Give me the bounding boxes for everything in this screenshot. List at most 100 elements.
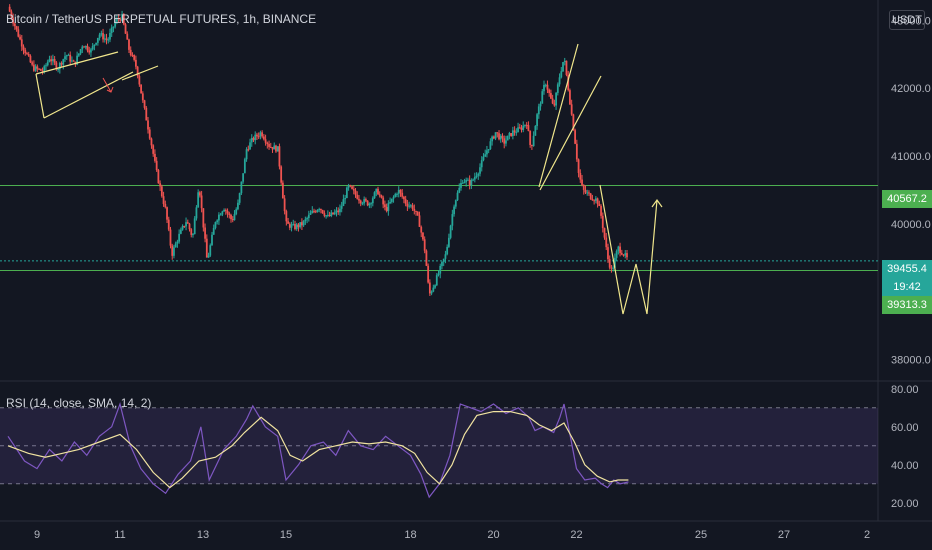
candle-up (522, 125, 525, 130)
candle-down (256, 134, 258, 137)
candle-up (612, 267, 615, 269)
candle-down (186, 222, 189, 224)
double-bottom-projection (599, 184, 658, 315)
candle-up (335, 210, 338, 213)
candle-up (77, 53, 80, 56)
candle-up (539, 103, 542, 107)
candle-down (591, 199, 594, 201)
candle-down (550, 93, 552, 99)
candle-down (183, 225, 186, 227)
candle-down (575, 143, 578, 160)
candle-up (624, 253, 627, 256)
candle-up (511, 130, 514, 137)
candle-up (556, 84, 559, 93)
candle-down (598, 203, 601, 207)
candle-down (131, 55, 134, 57)
candle-up (109, 33, 111, 40)
candle-down (50, 59, 53, 62)
candle-up (453, 206, 455, 215)
candle-down (102, 33, 104, 40)
candle-down (422, 232, 424, 240)
candle-up (96, 37, 99, 43)
candle-up (233, 214, 236, 221)
candle-down (328, 214, 331, 217)
symbol-title[interactable]: Bitcoin / TetherUS PERPETUAL FUTURES, 1h… (6, 12, 317, 26)
candle-up (479, 167, 481, 174)
candle-up (176, 241, 179, 244)
candle-up (460, 182, 462, 188)
candle-down (501, 135, 504, 139)
candle-down (226, 210, 229, 214)
rsi-line (7, 401, 629, 499)
candle-down (86, 45, 89, 51)
candle-up (508, 133, 511, 136)
candle-up (541, 91, 544, 104)
currency-button[interactable]: USDT (889, 10, 925, 30)
rsi-series (7, 401, 629, 499)
candle-up (517, 127, 519, 133)
candle-down (41, 70, 44, 72)
candle-up (487, 149, 490, 151)
candle-down (152, 145, 155, 154)
trend-extension-line (121, 65, 159, 81)
candle-down (565, 60, 568, 75)
candle-down (520, 127, 523, 130)
horizontal-levels[interactable] (0, 184, 878, 272)
candle-up (249, 142, 251, 150)
candle-down (529, 130, 532, 145)
candle-down (364, 199, 367, 201)
candle-up (396, 193, 398, 195)
candle-up (207, 255, 210, 258)
candle-down (320, 208, 322, 211)
candle-up (90, 49, 92, 53)
candle-up (254, 134, 257, 141)
candle-down (418, 215, 421, 227)
candle-up (48, 59, 51, 62)
candle-up (302, 221, 305, 226)
time-tick-label: 22 (570, 529, 582, 541)
candle-down (406, 203, 409, 207)
candle-down (8, 6, 11, 12)
candle-up (491, 136, 494, 142)
candle-up (193, 218, 196, 235)
candle-up (309, 213, 312, 215)
candle-up (339, 208, 341, 213)
candle-up (506, 135, 509, 141)
candle-up (524, 124, 526, 126)
candlestick-series (8, 4, 628, 296)
candle-up (435, 275, 438, 286)
candle-down (119, 19, 122, 21)
candle-up (543, 84, 545, 92)
candle-down (416, 211, 419, 216)
candle-up (304, 219, 307, 222)
time-tick-label: 20 (487, 529, 499, 541)
projection-arrowhead (651, 198, 663, 208)
candle-up (361, 203, 364, 205)
candle-down (198, 192, 201, 196)
candle-down (26, 53, 28, 55)
candle-up (615, 251, 618, 258)
candle-down (525, 124, 528, 126)
candle-up (345, 187, 348, 198)
candle-down (268, 144, 270, 147)
down-arrow-marker (102, 77, 114, 93)
candle-down (411, 205, 414, 209)
candle-down (20, 39, 23, 47)
rsi-overbought-oversold-band (0, 407, 878, 484)
candle-down (140, 84, 142, 94)
candle-down (420, 226, 423, 233)
candle-down (513, 130, 516, 133)
pattern-drawings[interactable] (35, 43, 663, 315)
candle-down (603, 228, 606, 238)
candle-up (390, 198, 393, 202)
candle-down (366, 200, 369, 206)
candle-down (582, 185, 585, 190)
candle-down (150, 138, 153, 146)
rsi-indicator-title[interactable]: RSI (14, close, SMA, 14, 2) (6, 396, 152, 410)
candle-up (179, 229, 182, 234)
candle-down (385, 207, 388, 212)
candle-down (17, 29, 20, 37)
candle-down (596, 198, 599, 204)
grid (0, 0, 932, 522)
